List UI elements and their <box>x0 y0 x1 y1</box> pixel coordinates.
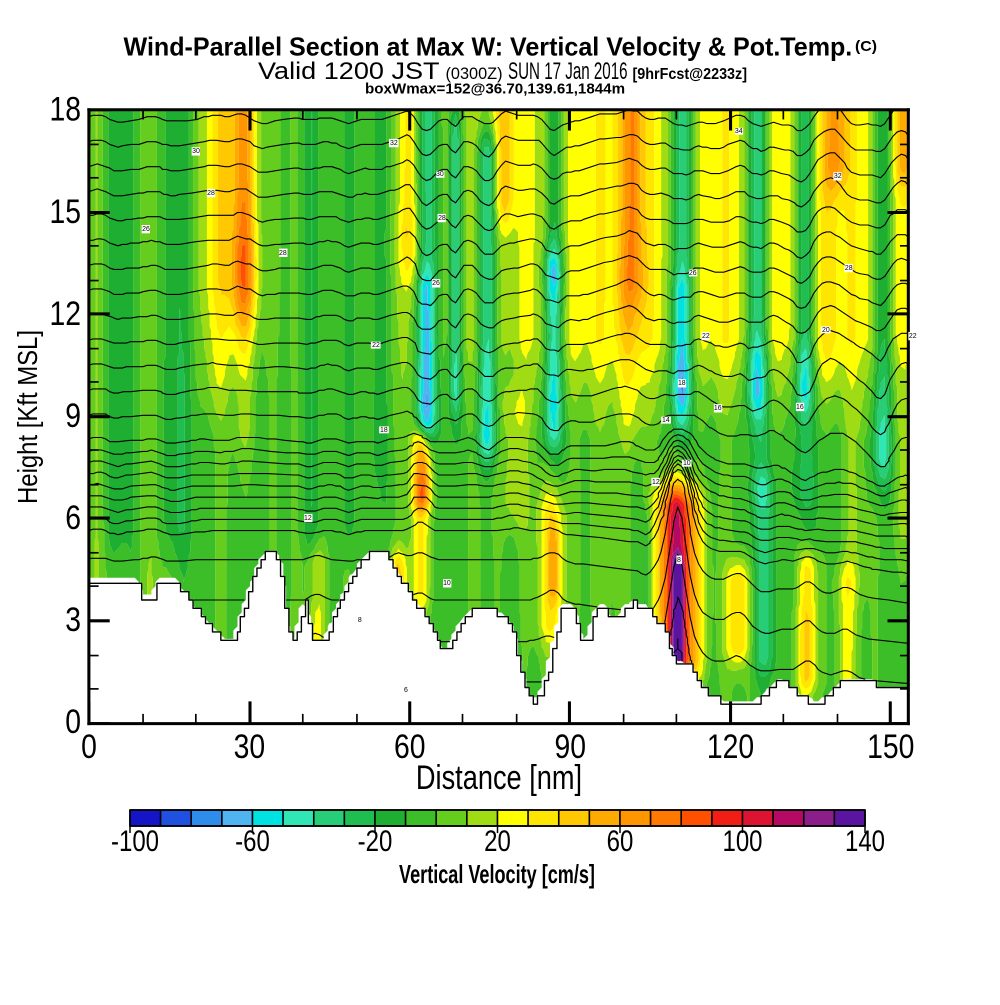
svg-text:30: 30 <box>192 148 200 155</box>
svg-text:26: 26 <box>432 280 440 287</box>
svg-text:16: 16 <box>796 404 804 411</box>
svg-text:22: 22 <box>702 333 710 340</box>
svg-text:60: 60 <box>394 728 425 766</box>
svg-text:-20: -20 <box>358 823 393 857</box>
svg-text:28: 28 <box>845 265 853 272</box>
svg-text:15: 15 <box>50 193 81 231</box>
svg-text:(C): (C) <box>855 38 877 55</box>
svg-text:90: 90 <box>554 728 585 766</box>
svg-text:9: 9 <box>65 397 81 435</box>
svg-text:34: 34 <box>735 128 743 135</box>
svg-text:60: 60 <box>607 823 634 857</box>
svg-text:26: 26 <box>142 226 150 233</box>
svg-text:14: 14 <box>662 417 670 424</box>
svg-text:8: 8 <box>677 557 681 564</box>
svg-text:0: 0 <box>65 703 81 741</box>
svg-text:12: 12 <box>50 295 81 333</box>
svg-text:140: 140 <box>845 823 885 857</box>
svg-text:20: 20 <box>822 327 830 334</box>
svg-text:30: 30 <box>436 171 444 178</box>
svg-text:0: 0 <box>81 728 97 766</box>
svg-text:28: 28 <box>438 215 446 222</box>
svg-text:22: 22 <box>909 333 917 340</box>
svg-text:SUN 17 Jan 2016: SUN 17 Jan 2016 <box>508 59 628 85</box>
svg-text:-100: -100 <box>111 823 159 857</box>
svg-text:18: 18 <box>678 380 686 387</box>
svg-text:8: 8 <box>358 617 362 624</box>
svg-text:Vertical Velocity [cm/s]: Vertical Velocity [cm/s] <box>399 860 595 889</box>
svg-text:Valid 1200 JST: Valid 1200 JST <box>258 58 440 84</box>
svg-text:10: 10 <box>683 460 691 467</box>
svg-text:-60: -60 <box>235 823 270 857</box>
svg-text:3: 3 <box>65 601 81 639</box>
svg-text:32: 32 <box>834 173 842 180</box>
svg-text:Wind-Parallel Section at Max W: Wind-Parallel Section at Max W: Vertical… <box>124 33 853 61</box>
svg-text:120: 120 <box>707 728 754 766</box>
svg-text:18: 18 <box>380 427 388 434</box>
svg-text:10: 10 <box>443 580 451 587</box>
svg-text:20: 20 <box>484 823 511 857</box>
svg-text:100: 100 <box>722 823 762 857</box>
svg-text:boxWmax=152@36.70,139.61,1844m: boxWmax=152@36.70,139.61,1844m <box>365 81 625 98</box>
svg-text:22: 22 <box>372 342 380 349</box>
svg-text:12: 12 <box>304 515 312 522</box>
svg-text:32: 32 <box>390 140 398 147</box>
svg-text:12: 12 <box>652 479 660 486</box>
svg-text:26: 26 <box>689 270 697 277</box>
svg-text:16: 16 <box>714 405 722 412</box>
svg-text:Distance [nm]: Distance [nm] <box>416 758 582 797</box>
svg-text:6: 6 <box>404 687 408 694</box>
svg-text:[9hrFcst@2233z]: [9hrFcst@2233z] <box>633 65 747 83</box>
svg-text:28: 28 <box>207 190 215 197</box>
svg-text:150: 150 <box>867 728 914 766</box>
svg-text:18: 18 <box>50 90 81 128</box>
svg-text:28: 28 <box>279 250 287 257</box>
svg-text:(0300Z): (0300Z) <box>445 65 502 83</box>
svg-text:6: 6 <box>65 499 81 537</box>
svg-text:Height [Kft MSL]: Height [Kft MSL] <box>11 330 43 504</box>
svg-text:30: 30 <box>234 728 265 766</box>
